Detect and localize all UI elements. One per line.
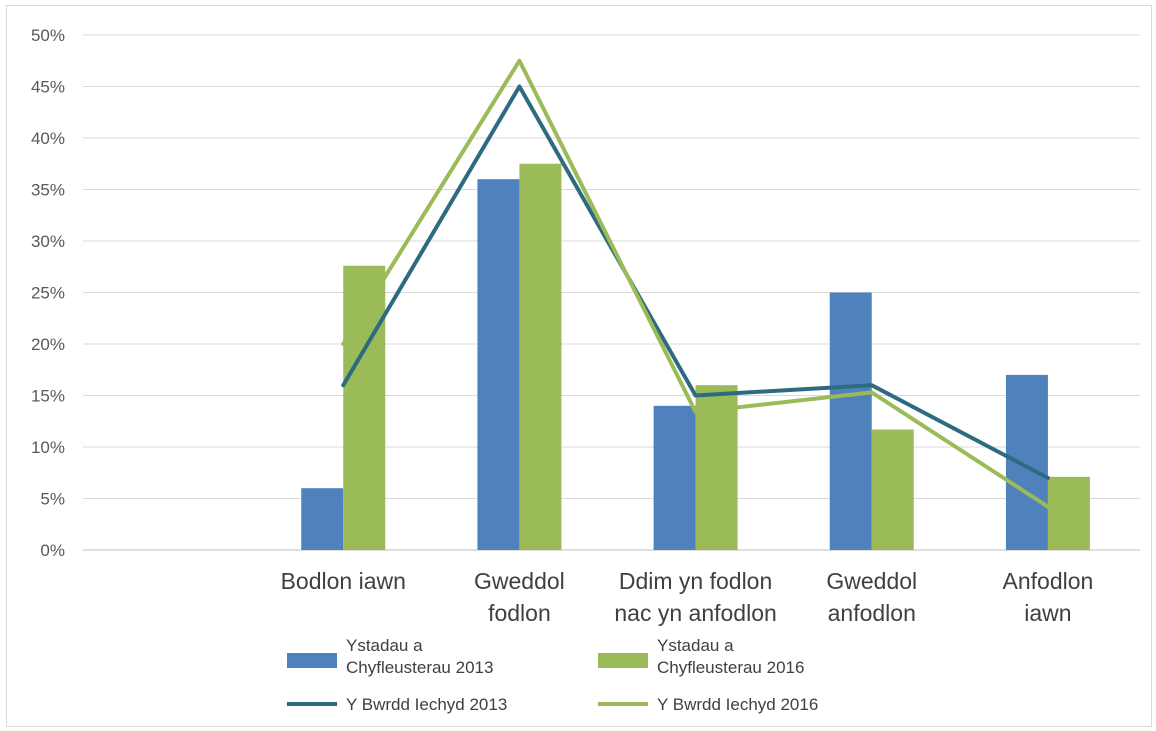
y-tick-label: 20% [31, 335, 65, 354]
bar [1047, 476, 1090, 550]
legend-swatch [287, 653, 337, 668]
series-line [341, 58, 1050, 509]
legend-label: Y Bwrdd Iechyd 2013 [346, 695, 507, 714]
legend-label: Ystadau a Chyfleusterau 2016 [657, 636, 804, 677]
legend-label: Y Bwrdd Iechyd 2016 [657, 695, 818, 714]
y-tick-label: 15% [31, 387, 65, 406]
category-label: Bodlon iawn [281, 568, 406, 594]
y-tick-label: 35% [31, 181, 65, 200]
y-tick-label: 25% [31, 284, 65, 303]
y-tick-label: 50% [31, 26, 65, 45]
legend-swatch [598, 653, 648, 668]
bar [653, 405, 696, 550]
legend-label: Ystadau a Chyfleusterau 2013 [346, 636, 493, 677]
y-tick-label: 30% [31, 232, 65, 251]
y-tick-label: 10% [31, 438, 65, 457]
category-label: Anfodlon iawn [1003, 568, 1094, 626]
bar [871, 429, 914, 550]
chart-frame [6, 5, 1152, 727]
category-label: Gweddol anfodlon [826, 568, 917, 626]
bar [519, 163, 562, 550]
series-line [341, 84, 1050, 480]
y-tick-label: 5% [40, 490, 65, 509]
y-tick-label: 40% [31, 129, 65, 148]
y-tick-label: 45% [31, 78, 65, 97]
category-label: Ddim yn fodlon nac yn anfodlon [614, 568, 776, 626]
bar [477, 179, 520, 550]
y-tick-label: 0% [40, 541, 65, 560]
bar [1005, 374, 1048, 550]
bar [829, 292, 872, 550]
bar [301, 488, 344, 550]
category-label: Gweddol fodlon [474, 568, 565, 626]
